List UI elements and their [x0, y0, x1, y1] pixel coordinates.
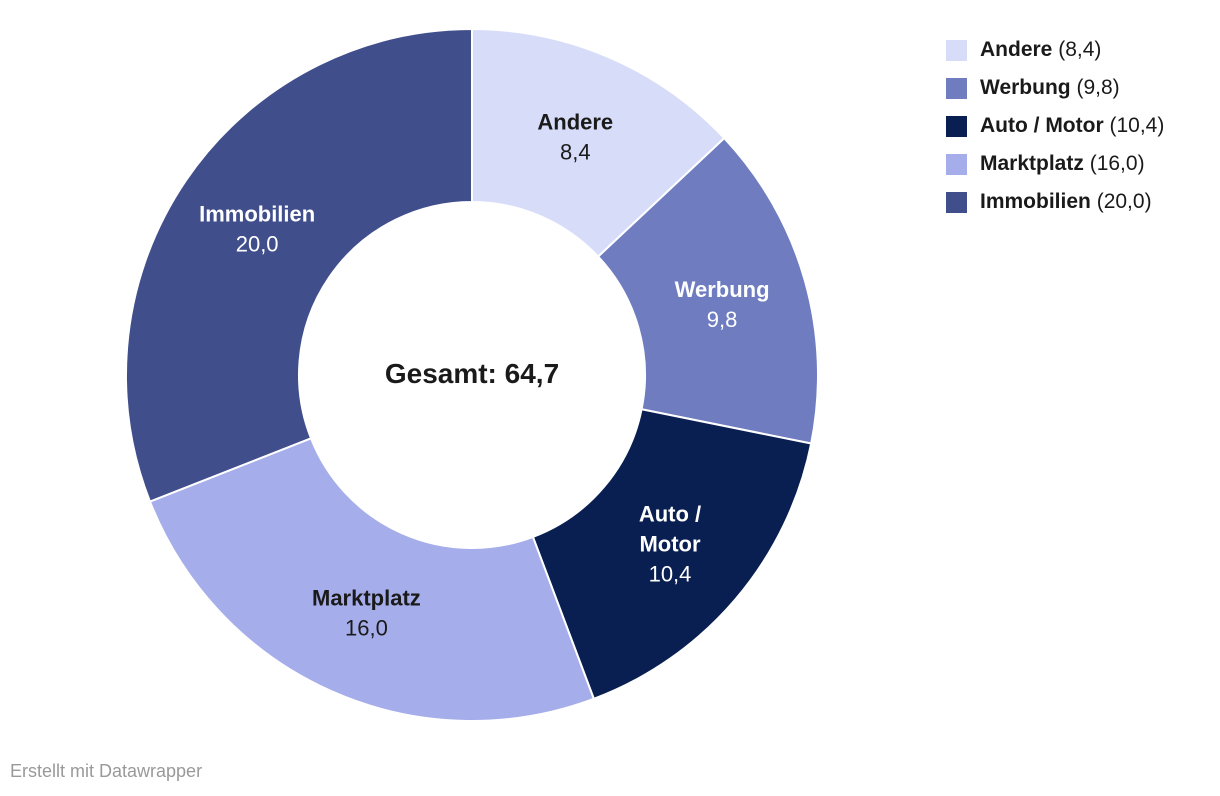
legend: Andere (8,4) Werbung (9,8) Auto / Motor … — [946, 31, 1164, 221]
slice-label-marktplatz: Marktplatz 16,0 — [312, 586, 421, 641]
donut-center-total: Gesamt: 64,7 — [384, 358, 560, 389]
legend-value: (9,8) — [1076, 76, 1120, 99]
legend-value: (20,0) — [1096, 190, 1152, 213]
legend-value: (16,0) — [1089, 152, 1145, 175]
legend-item-marktplatz: Marktplatz (16,0) — [946, 145, 1164, 183]
legend-label: Andere — [980, 38, 1053, 61]
legend-text-andere: Andere (8,4) — [980, 38, 1101, 62]
slice-label-immobilien: Immobilien 20,0 — [199, 202, 315, 257]
legend-item-auto-motor: Auto / Motor (10,4) — [946, 107, 1164, 145]
legend-label: Werbung — [980, 76, 1071, 99]
legend-text-auto-motor: Auto / Motor (10,4) — [980, 114, 1164, 138]
legend-value: (10,4) — [1109, 114, 1165, 137]
legend-swatch-immobilien — [946, 191, 967, 213]
legend-text-immobilien: Immobilien (20,0) — [980, 190, 1152, 214]
slice-werbung — [596, 136, 819, 445]
slice-marktplatz — [148, 436, 596, 722]
legend-swatch-marktplatz — [946, 153, 967, 175]
slice-label-auto-motor: Auto / Motor 10,4 — [639, 502, 701, 587]
attribution: Erstellt mit Datawrapper — [10, 761, 202, 782]
slice-label-andere: Andere 8,4 — [537, 109, 613, 164]
legend-label: Auto / Motor — [980, 114, 1104, 137]
legend-value: (8,4) — [1058, 38, 1102, 61]
legend-label: Immobilien — [980, 190, 1091, 213]
legend-item-werbung: Werbung (9,8) — [946, 69, 1164, 107]
legend-item-andere: Andere (8,4) — [946, 31, 1164, 69]
legend-swatch-werbung — [946, 77, 967, 99]
legend-text-marktplatz: Marktplatz (16,0) — [980, 152, 1145, 176]
legend-text-werbung: Werbung (9,8) — [980, 76, 1120, 100]
slice-auto-motor — [531, 408, 813, 701]
attribution-text: Erstellt mit Datawrapper — [10, 761, 203, 781]
legend-swatch-andere — [946, 39, 967, 61]
legend-item-immobilien: Immobilien (20,0) — [946, 183, 1164, 221]
slice-label-werbung: Werbung 9,8 — [675, 277, 770, 332]
legend-swatch-auto-motor — [946, 115, 967, 137]
slice-immobilien — [125, 27, 473, 503]
legend-label: Marktplatz — [980, 152, 1084, 175]
slice-andere — [471, 27, 726, 259]
